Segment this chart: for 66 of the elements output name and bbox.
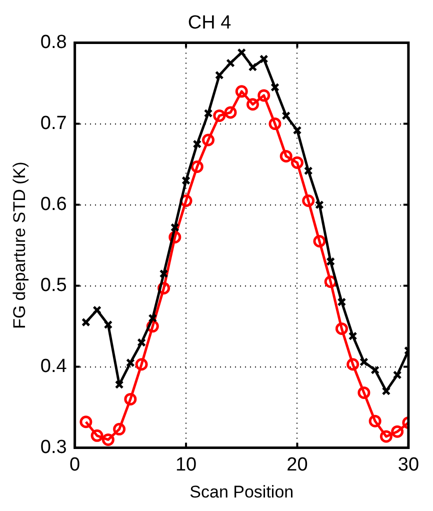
point	[348, 332, 358, 340]
point	[360, 358, 368, 366]
point	[368, 414, 382, 428]
y-tick-label: 0.3	[40, 437, 67, 458]
point	[202, 134, 215, 146]
point	[268, 118, 282, 130]
point	[290, 156, 304, 169]
x-tick-label: 10	[175, 454, 197, 476]
point	[315, 200, 324, 210]
point	[326, 257, 336, 266]
x-tick-label: 20	[286, 454, 308, 476]
point	[358, 386, 370, 399]
point	[304, 166, 313, 176]
point	[370, 366, 380, 374]
point	[182, 176, 190, 185]
point	[224, 106, 237, 119]
point	[392, 370, 402, 380]
point	[90, 429, 104, 442]
point	[135, 358, 148, 371]
point	[124, 392, 137, 406]
y-tick-label: 0.6	[40, 194, 67, 216]
point	[382, 386, 391, 396]
point	[137, 338, 146, 347]
x-tick-label: 30	[398, 454, 420, 476]
point	[80, 416, 92, 428]
point	[190, 160, 204, 173]
point	[258, 89, 270, 102]
point	[380, 430, 392, 443]
point	[82, 318, 90, 327]
point	[391, 425, 404, 438]
point	[159, 269, 168, 278]
point	[270, 82, 280, 92]
point	[259, 54, 268, 64]
point	[104, 320, 113, 330]
y-tick-label: 0.5	[40, 275, 67, 296]
point	[192, 140, 202, 148]
point	[335, 322, 348, 335]
y-tick-label: 0.4	[40, 356, 68, 378]
y-tick-label: 0.7	[40, 113, 67, 134]
point	[302, 194, 315, 207]
point	[148, 314, 158, 323]
point	[102, 433, 114, 446]
x-tick-label: 0	[70, 454, 80, 476]
point	[126, 358, 135, 368]
point	[113, 422, 126, 436]
point	[248, 62, 258, 72]
point	[280, 150, 292, 162]
point	[235, 85, 248, 98]
y-tick-label: 0.8	[40, 32, 67, 54]
point	[114, 380, 124, 390]
point	[346, 358, 360, 371]
point	[313, 235, 326, 248]
point	[226, 58, 235, 68]
point	[213, 109, 226, 122]
point	[170, 223, 180, 232]
point	[237, 48, 246, 57]
point	[282, 111, 291, 120]
point	[292, 126, 302, 135]
chart-title: CH 4	[188, 12, 232, 34]
point	[214, 70, 224, 80]
point	[204, 108, 213, 118]
x-axis-title: Scan Position	[190, 482, 294, 502]
y-axis-title: FG departure STD (K)	[10, 162, 29, 329]
point	[337, 298, 346, 306]
point	[246, 98, 259, 111]
point	[92, 306, 102, 315]
